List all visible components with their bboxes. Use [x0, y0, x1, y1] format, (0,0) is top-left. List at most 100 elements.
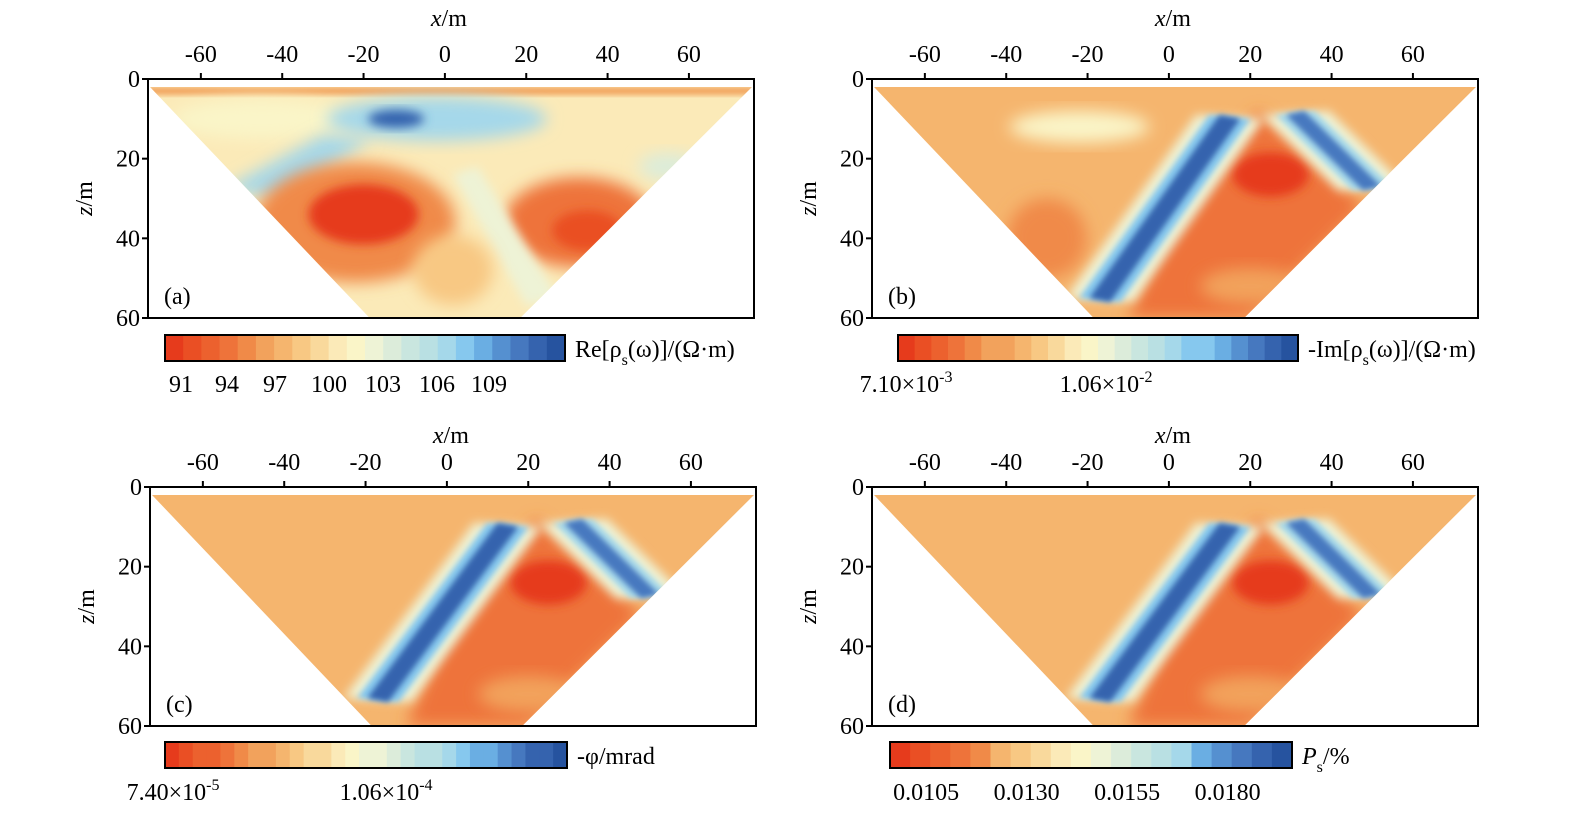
x-tick-label: -40 — [266, 42, 298, 68]
colorbar-swatch — [255, 335, 275, 361]
low-anomaly-core — [1232, 560, 1309, 605]
x-axis-title: x/m — [430, 6, 467, 32]
colorbar-swatch — [1248, 335, 1266, 361]
high-band-left-core — [367, 522, 519, 703]
y-tick-label: 0 — [852, 475, 864, 501]
y-tick-label: 20 — [840, 555, 864, 581]
colorbar-swatch — [1148, 335, 1166, 361]
colorbar-tick-label: 0.0155 — [1094, 780, 1160, 806]
y-axis-title: z/m — [796, 589, 822, 625]
colorbar-swatch — [492, 335, 512, 361]
colorbar-swatch — [442, 742, 457, 768]
colorbar-swatch — [275, 742, 291, 768]
colorbar: Ps/% 0.0105 0.0130 0.0155 0.0180 — [889, 741, 1350, 806]
colorbar-swatch — [303, 742, 319, 768]
colorbar-swatch — [553, 742, 568, 768]
tick-exponent: -5 — [206, 777, 219, 794]
colorbar-swatch — [1114, 335, 1132, 361]
x-tick-label: -20 — [1072, 450, 1104, 476]
colorbar-swatch — [345, 742, 360, 768]
x-tick-label: 40 — [596, 42, 620, 68]
x-tick-label: 20 — [1238, 450, 1262, 476]
surface-band — [150, 86, 752, 95]
colorbar-swatch — [898, 335, 916, 361]
colorbar-swatch — [346, 335, 366, 361]
contour-field — [152, 494, 754, 726]
tick-exponent: -2 — [1139, 369, 1152, 386]
colorbar-tick-label: 7.10×10-3 — [860, 369, 953, 398]
colorbar-swatch — [1031, 335, 1049, 361]
colorbar-swatch — [1231, 335, 1249, 361]
y-tick-label: 40 — [116, 226, 140, 252]
high-band-right-core — [1285, 518, 1382, 599]
x-tick-label: 60 — [1401, 42, 1425, 68]
colorbar-swatch — [1281, 335, 1299, 361]
low-anomaly-core — [308, 184, 419, 245]
x-tick-label: -60 — [909, 450, 941, 476]
x-tick-label: 20 — [516, 450, 540, 476]
colorbar-swatch — [931, 335, 949, 361]
colorbar-swatch — [1171, 742, 1193, 768]
colorbar-swatch — [1151, 742, 1172, 768]
colorbar-tick-label: 106 — [419, 372, 455, 398]
colorbar-frame — [889, 741, 1293, 769]
light-region — [1009, 110, 1150, 143]
x-tick-label: -60 — [185, 42, 217, 68]
x-tick-label: 40 — [1320, 42, 1344, 68]
y-axis-unit: /m — [72, 181, 98, 207]
colorbar: -φ/mrad 7.40×10-5 1.06×10-4 — [127, 741, 655, 806]
colorbar-swatch — [292, 335, 312, 361]
colorbar-swatch — [950, 742, 971, 768]
colorbar-label: -Im[ρs(ω)]/(Ω·m) — [1308, 337, 1476, 369]
colorbar-tick-label: 0.0105 — [893, 780, 959, 806]
y-axis-unit: /m — [796, 589, 822, 615]
colorbar-swatch — [414, 742, 429, 768]
panel-label: (a) — [164, 284, 191, 310]
x-axis-unit: /m — [444, 423, 470, 449]
y-tick-label: 0 — [128, 67, 140, 93]
colorbar-swatch — [183, 335, 202, 361]
y-tick-label: 40 — [118, 634, 142, 660]
colorbar-swatch — [1081, 335, 1099, 361]
y-tick-label: 20 — [118, 555, 142, 581]
y-tick-label: 40 — [840, 634, 864, 660]
colorbar-swatch — [525, 742, 540, 768]
colorbar-swatch — [1231, 742, 1253, 768]
tick-mantissa: 1.06×10 — [1060, 372, 1140, 398]
x-tick-label: -40 — [268, 450, 300, 476]
colorbar-swatch — [1198, 335, 1216, 361]
colorbar-swatch — [474, 335, 493, 361]
colorbar-swatch — [1214, 335, 1232, 361]
x-axis-var: x — [430, 6, 442, 32]
x-tick-label: -60 — [909, 42, 941, 68]
high-anomaly — [221, 134, 372, 199]
colorbar-swatch — [964, 335, 982, 361]
x-axis-unit: /m — [442, 6, 468, 32]
colorbar-swatch — [437, 335, 457, 361]
colorbar-swatch — [400, 742, 416, 768]
colorbar-swatch — [428, 742, 443, 768]
x-tick-label: 0 — [439, 42, 451, 68]
colorbar-swatch — [1191, 742, 1213, 768]
colorbar-swatch — [990, 742, 1012, 768]
high-band-left-core — [1089, 114, 1241, 303]
high-band-right-core — [1285, 110, 1382, 191]
colorbar-label: Re[ρs(ω)]/(Ω·m) — [575, 337, 735, 369]
colorbar-swatch — [192, 742, 208, 768]
colorbar-swatch — [1010, 742, 1032, 768]
y-tick-label: 0 — [130, 475, 142, 501]
colorbar-label-main: -Im[ρ — [1308, 337, 1363, 363]
y-axis-var: z — [74, 614, 100, 625]
tick-mantissa: 7.10×10 — [860, 372, 940, 398]
x-tick-label: 20 — [1238, 42, 1262, 68]
colorbar-swatch — [948, 335, 966, 361]
colorbar-frame — [164, 334, 566, 362]
axes-frame — [147, 78, 755, 319]
colorbar-tick-label: 94 — [215, 372, 239, 398]
x-tick-label: 20 — [514, 42, 538, 68]
colorbar-label-main: P — [1301, 744, 1317, 770]
x-tick-label: -20 — [348, 42, 380, 68]
colorbar-label-tail: (ω)]/(Ω·m) — [628, 337, 735, 363]
colorbar-swatch — [546, 335, 566, 361]
